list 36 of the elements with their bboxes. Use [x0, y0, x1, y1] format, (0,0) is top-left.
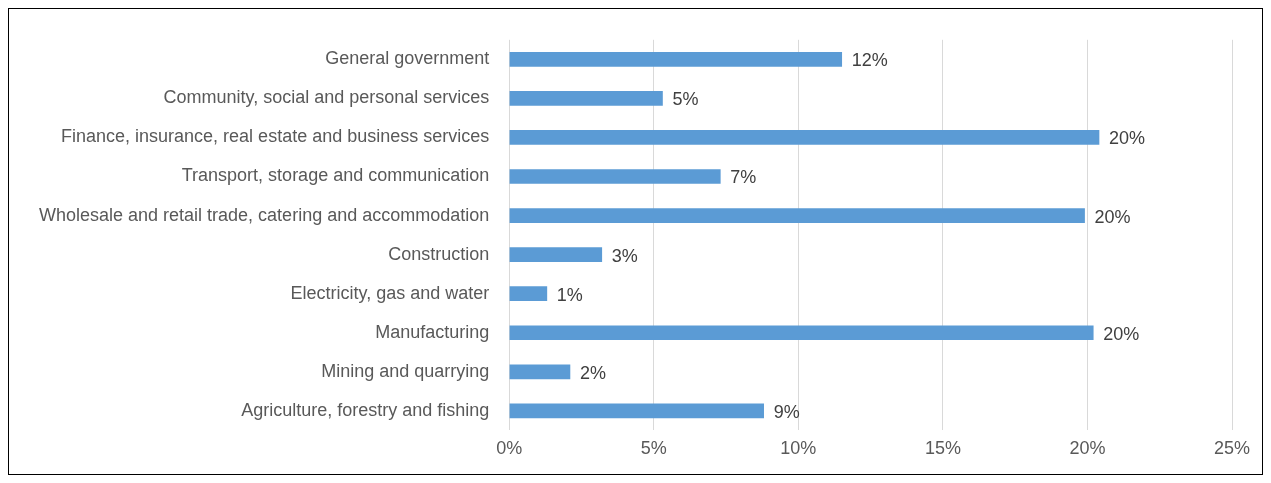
bar [509, 247, 603, 262]
y-tick-label: Transport, storage and communication [181, 165, 490, 186]
y-tick-label: Finance, insurance, real estate and business services [61, 126, 490, 147]
data-label: 2% [579, 362, 606, 383]
bar [509, 364, 571, 380]
y-tick-label: Electricity, gas and water [290, 282, 490, 303]
data-label: 3% [611, 245, 638, 266]
bar [509, 325, 1094, 341]
bar [509, 286, 548, 302]
bar [509, 130, 1100, 145]
x-tick-label: 15% [924, 438, 961, 459]
data-label: 7% [730, 167, 757, 188]
bar [509, 169, 721, 184]
data-label: 20% [1094, 206, 1131, 227]
bar [509, 91, 663, 106]
y-tick-label: Mining and quarrying [321, 360, 490, 381]
bar [509, 403, 764, 419]
x-tick-label: 0% [496, 438, 523, 459]
data-label: 1% [556, 284, 583, 305]
x-tick-label: 5% [640, 438, 667, 459]
data-label: 12% [851, 50, 888, 71]
y-tick-label: Construction [388, 243, 490, 264]
bar [509, 208, 1085, 223]
data-label: 9% [773, 401, 800, 422]
y-tick-label: Manufacturing [375, 321, 490, 342]
data-label: 20% [1103, 323, 1140, 344]
y-tick-label: Agriculture, forestry and fishing [241, 399, 490, 420]
y-tick-label: Community, social and personal services [163, 87, 490, 108]
x-tick-label: 25% [1213, 438, 1251, 459]
y-tick-label: General government [325, 48, 490, 69]
x-tick-label: 20% [1069, 438, 1106, 459]
y-tick-label: Wholesale and retail trade, catering and accommodation [38, 204, 490, 225]
data-label: 5% [672, 89, 699, 110]
data-label: 20% [1109, 128, 1146, 149]
bar [509, 52, 843, 67]
x-tick-label: 10% [780, 438, 817, 459]
